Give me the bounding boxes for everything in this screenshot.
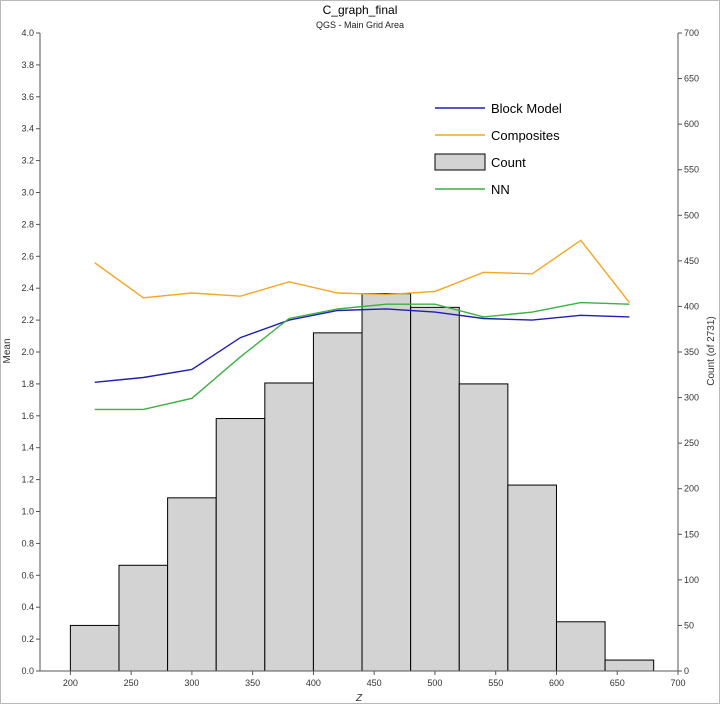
histogram-bar-0 [69,624,120,672]
legend-label-nn: NN [491,182,510,197]
legend-label-composites: Composites [491,128,560,143]
y2-axis-label: Count (of 2731) [706,316,717,386]
axes: 200 250 300 350 400 450 500 550 600 650 7000.00.20… [21,28,699,688]
y-tick-label: 3.6 [21,92,34,102]
histogram-bars [69,293,655,672]
y2-tick-label: 350 [684,347,699,357]
y-tick-label: 0.0 [21,666,34,676]
y-tick-label: 2.8 [21,219,34,229]
histogram-bar-5 [312,332,363,672]
y2-tick-label: 300 [684,393,699,403]
y2-tick-label: 50 [684,620,694,630]
y-tick-label: 0.6 [21,570,34,580]
x-tick-label: 450 [367,678,382,688]
series-line-nn [94,301,630,411]
legend-label-count: Count [491,155,526,170]
legend-swatch-count [434,153,486,171]
histogram-bar-4 [264,382,314,672]
histogram-bar-10 [555,621,606,672]
histogram-bar-8 [458,383,509,672]
series-line-block-model [94,308,630,383]
histogram-bar-1 [118,564,169,672]
y-tick-label: 1.4 [21,443,34,453]
y2-tick-label: 200 [684,484,699,494]
y2-tick-label: 550 [684,165,699,175]
histogram-bar-2 [167,497,217,672]
y-tick-label: 1.6 [21,411,34,421]
histogram-bar-6 [361,293,412,672]
y-tick-label: 0.4 [21,602,34,612]
y-tick-label: 1.8 [21,379,34,389]
y-tick-label: 0.8 [21,538,34,548]
x-tick-label: 500 [427,678,442,688]
legend: Block Model Composites Count NN [434,101,562,197]
x-tick-label: 600 [549,678,564,688]
y2-tick-label: 650 [684,74,699,84]
y-tick-label: 2.6 [21,251,34,261]
chart-subtitle: QGS - Main Grid Area [316,20,404,30]
x-tick-label: 700 [670,678,685,688]
histogram-bar-7 [410,306,460,672]
x-tick-label: 550 [488,678,503,688]
y2-tick-label: 600 [684,119,699,129]
y-tick-label: 1.2 [21,475,34,485]
y-tick-label: 3.8 [21,60,34,70]
y2-tick-label: 400 [684,301,699,311]
legend-label-block-model: Block Model [491,101,562,116]
y2-tick-label: 100 [684,575,699,585]
series-lines [94,239,630,411]
y2-tick-label: 700 [684,28,699,38]
chart-title: C_graph_final [323,3,398,17]
y-axis-label: Mean [2,338,13,363]
y-tick-label: 1.0 [21,507,34,517]
x-tick-label: 200 [63,678,78,688]
x-tick-label: 400 [306,678,321,688]
histogram-bar-9 [507,484,557,672]
y-tick-label: 3.4 [21,124,34,134]
y2-tick-label: 0 [684,666,689,676]
x-tick-label: 300 [184,678,199,688]
x-tick-label: 250 [124,678,139,688]
x-tick-label: 350 [245,678,260,688]
y-tick-label: 3.2 [21,156,34,166]
x-tick-label: 650 [610,678,625,688]
y-tick-label: 4.0 [21,28,34,38]
y-tick-label: 2.4 [21,283,34,293]
histogram-bar-11 [604,659,655,672]
y-tick-label: 2.2 [21,315,34,325]
series-line-composites [94,239,630,304]
y2-tick-label: 150 [684,529,699,539]
y2-tick-label: 250 [684,438,699,448]
y-tick-label: 0.2 [21,634,34,644]
y2-tick-label: 500 [684,210,699,220]
y-tick-label: 3.0 [21,188,34,198]
histogram-bar-3 [215,418,266,672]
y2-tick-label: 450 [684,256,699,266]
x-axis-label: Z [355,693,363,704]
y-tick-label: 2.0 [21,347,34,357]
